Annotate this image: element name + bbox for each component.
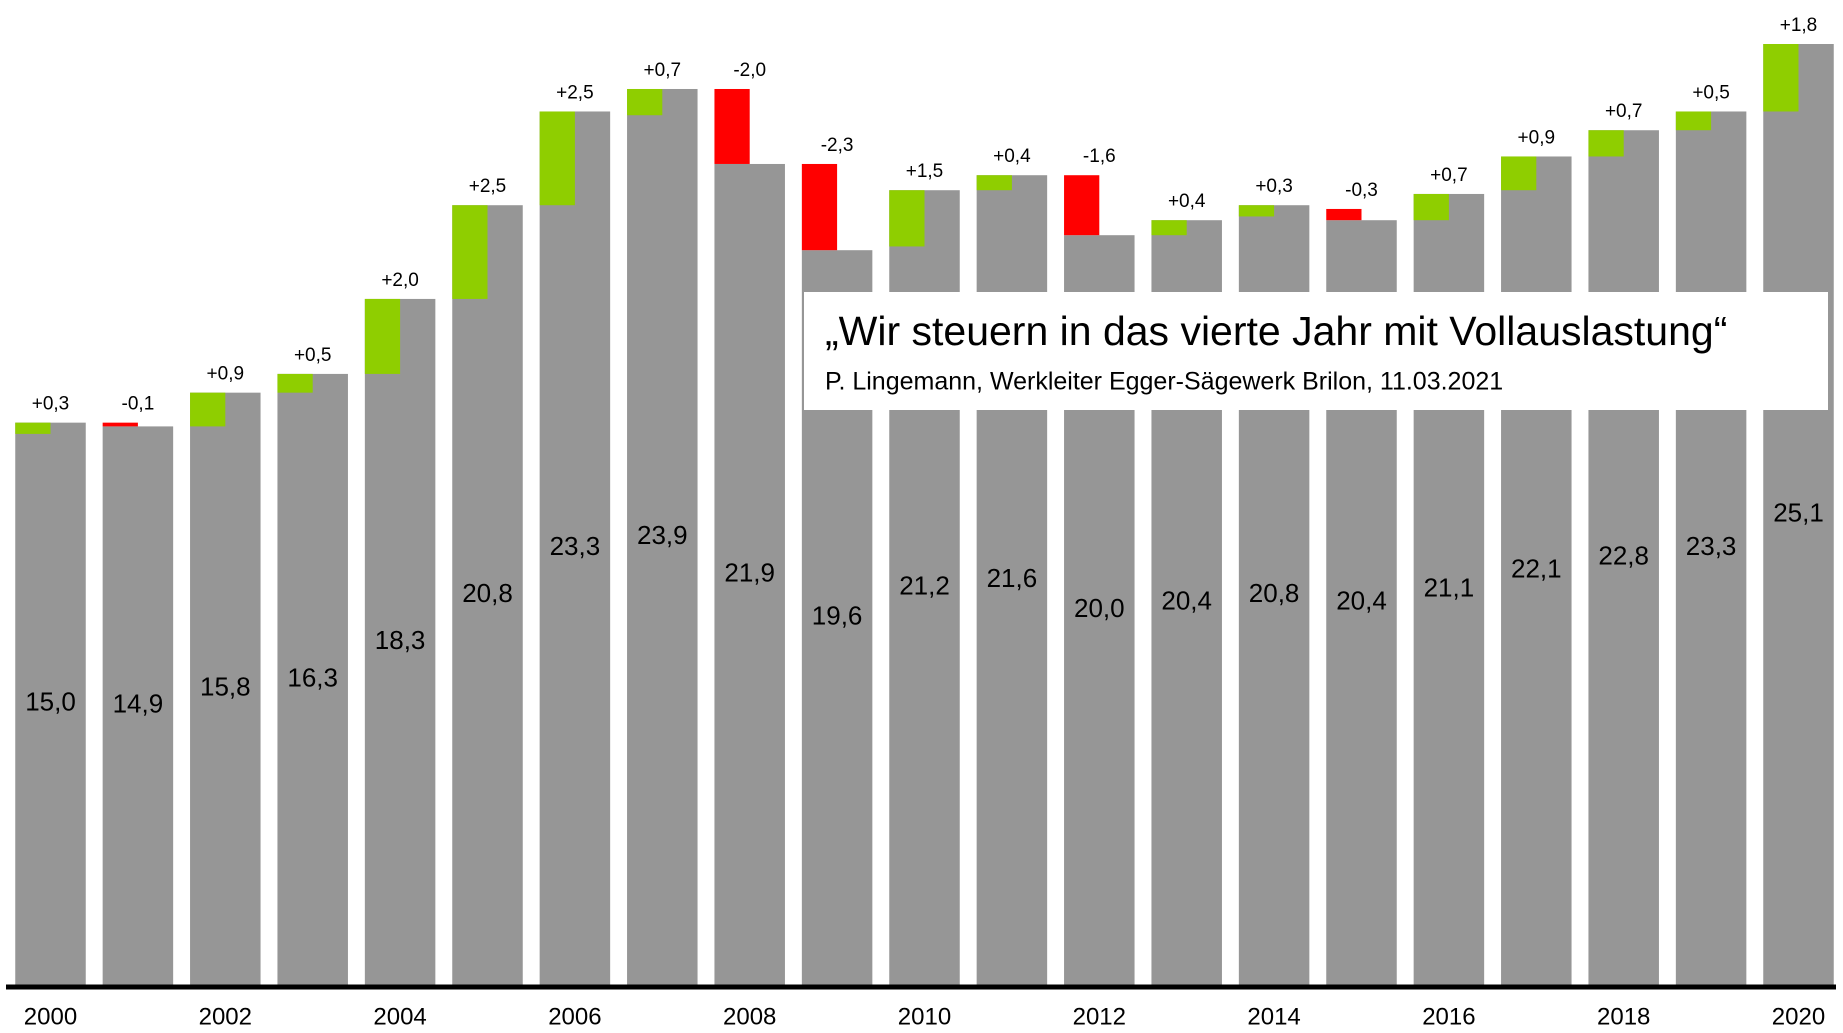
change-label: +0,4 (993, 146, 1031, 167)
bar (539, 111, 611, 986)
value-label: 20,8 (1249, 578, 1300, 608)
x-tick-label: 2002 (199, 1003, 252, 1030)
change-bar (102, 422, 138, 427)
bar (452, 205, 523, 986)
bar (277, 373, 348, 985)
value-label: 21,6 (987, 563, 1038, 593)
change-bar (364, 298, 401, 374)
change-bar (889, 190, 925, 247)
quote-source: P. Lingemann, Werkleiter Egger-Sägewerk … (825, 368, 1503, 396)
x-tick-label: 2000 (24, 1003, 77, 1030)
change-bar (1151, 220, 1187, 236)
change-label: +0,9 (207, 364, 245, 385)
bar (1588, 130, 1659, 985)
value-label: 23,3 (1686, 531, 1737, 561)
change-bar (277, 373, 313, 393)
change-bar (1588, 130, 1624, 157)
value-label: 23,3 (550, 531, 601, 561)
bar (364, 298, 436, 986)
bar (627, 88, 698, 986)
bar (15, 422, 86, 985)
change-bar (976, 175, 1012, 191)
x-tick-label: 2020 (1772, 1003, 1825, 1030)
change-label: +0,7 (1605, 101, 1643, 122)
value-label: 20,4 (1161, 585, 1212, 615)
value-label: 15,0 (25, 687, 76, 717)
value-label: 14,9 (113, 689, 164, 719)
value-label: 23,9 (637, 520, 688, 550)
bar (1763, 44, 1834, 985)
change-label: +0,7 (644, 60, 682, 81)
x-tick-label: 2004 (373, 1003, 426, 1030)
value-label: 16,3 (287, 662, 338, 692)
value-label: 21,1 (1424, 572, 1475, 602)
change-bar (714, 88, 750, 164)
x-tick-label: 2016 (1422, 1003, 1475, 1030)
change-label: +0,4 (1168, 191, 1206, 212)
change-bar (1413, 193, 1449, 221)
change-label: -0,3 (1345, 180, 1378, 201)
value-label: 21,9 (724, 557, 775, 587)
value-label: 19,6 (812, 600, 863, 630)
x-tick-label: 2006 (548, 1003, 601, 1030)
value-label: 20,8 (462, 578, 513, 608)
change-label: -0,1 (122, 394, 155, 415)
x-tick-label: 2012 (1073, 1003, 1126, 1030)
quote-box (804, 292, 1828, 410)
value-label: 25,1 (1773, 497, 1824, 527)
change-bar (801, 163, 838, 251)
change-bar (1064, 175, 1100, 236)
change-bar (1675, 111, 1712, 131)
change-label: -2,3 (821, 135, 854, 156)
change-label: +0,3 (32, 394, 70, 415)
x-tick-label: 2008 (723, 1003, 776, 1030)
change-bar (1238, 205, 1275, 217)
change-bar (190, 392, 226, 427)
bar (102, 426, 174, 985)
change-bar (627, 88, 663, 116)
value-label: 20,0 (1074, 593, 1125, 623)
change-label: +0,5 (1692, 82, 1730, 103)
change-label: -1,6 (1083, 146, 1116, 167)
change-label: +1,5 (906, 161, 944, 182)
change-label: +0,3 (1255, 176, 1293, 197)
change-label: +2,0 (381, 270, 419, 291)
value-label: 20,4 (1336, 585, 1387, 615)
value-label: 18,3 (375, 625, 426, 655)
x-tick-label: 2010 (898, 1003, 951, 1030)
change-bar (452, 205, 488, 299)
change-label: +0,9 (1518, 127, 1556, 148)
x-tick-label: 2018 (1597, 1003, 1650, 1030)
change-bar (1763, 44, 1799, 112)
x-tick-label: 2014 (1247, 1003, 1300, 1030)
change-label: +0,7 (1430, 165, 1468, 186)
change-bar (15, 422, 51, 434)
change-bar (1326, 208, 1362, 221)
bar (714, 163, 785, 985)
value-label: 22,1 (1511, 554, 1562, 584)
value-label: 21,2 (899, 570, 950, 600)
bar (1675, 111, 1747, 986)
change-bar (1501, 156, 1537, 191)
change-label: +2,5 (469, 176, 507, 197)
change-label: +0,5 (294, 345, 332, 366)
change-bar (539, 111, 575, 206)
value-label: 22,8 (1598, 540, 1649, 570)
value-label: 15,8 (200, 672, 251, 702)
bar (190, 392, 261, 986)
change-label: -2,0 (733, 60, 766, 81)
quote: „Wir steuern in das vierte Jahr mit Voll… (825, 308, 1727, 354)
change-label: +2,5 (556, 82, 594, 103)
change-label: +1,8 (1780, 15, 1818, 36)
